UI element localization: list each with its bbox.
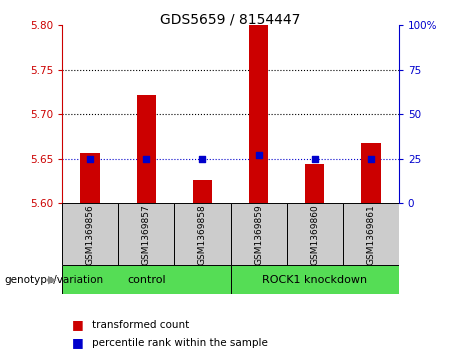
Bar	[118, 203, 174, 265]
Text: genotype/variation: genotype/variation	[5, 274, 104, 285]
Point	[255, 152, 262, 158]
Point	[311, 156, 318, 162]
Bar	[81, 152, 100, 203]
Bar	[361, 143, 380, 203]
Text: percentile rank within the sample: percentile rank within the sample	[92, 338, 268, 348]
Bar	[193, 180, 212, 203]
Bar	[305, 164, 325, 203]
Bar	[343, 203, 399, 265]
Text: GSM1369857: GSM1369857	[142, 204, 151, 265]
Text: GSM1369858: GSM1369858	[198, 204, 207, 265]
Point	[199, 156, 206, 162]
Bar	[174, 203, 230, 265]
Text: transformed count: transformed count	[92, 320, 189, 330]
Bar	[230, 203, 287, 265]
Text: ROCK1 knockdown: ROCK1 knockdown	[262, 274, 367, 285]
Text: GSM1369856: GSM1369856	[86, 204, 95, 265]
Point	[142, 156, 150, 162]
Text: GSM1369860: GSM1369860	[310, 204, 319, 265]
Point	[87, 156, 94, 162]
Text: GDS5659 / 8154447: GDS5659 / 8154447	[160, 13, 301, 27]
Bar	[62, 203, 118, 265]
Text: GSM1369859: GSM1369859	[254, 204, 263, 265]
Text: ■: ■	[71, 318, 83, 331]
Text: ▶: ▶	[48, 274, 57, 285]
Text: ■: ■	[71, 337, 83, 350]
Text: GSM1369861: GSM1369861	[366, 204, 375, 265]
Point	[367, 156, 374, 162]
Bar	[230, 265, 399, 294]
Text: control: control	[127, 274, 165, 285]
Bar	[249, 25, 268, 203]
Bar	[136, 95, 156, 203]
Bar	[62, 265, 230, 294]
Bar	[287, 203, 343, 265]
